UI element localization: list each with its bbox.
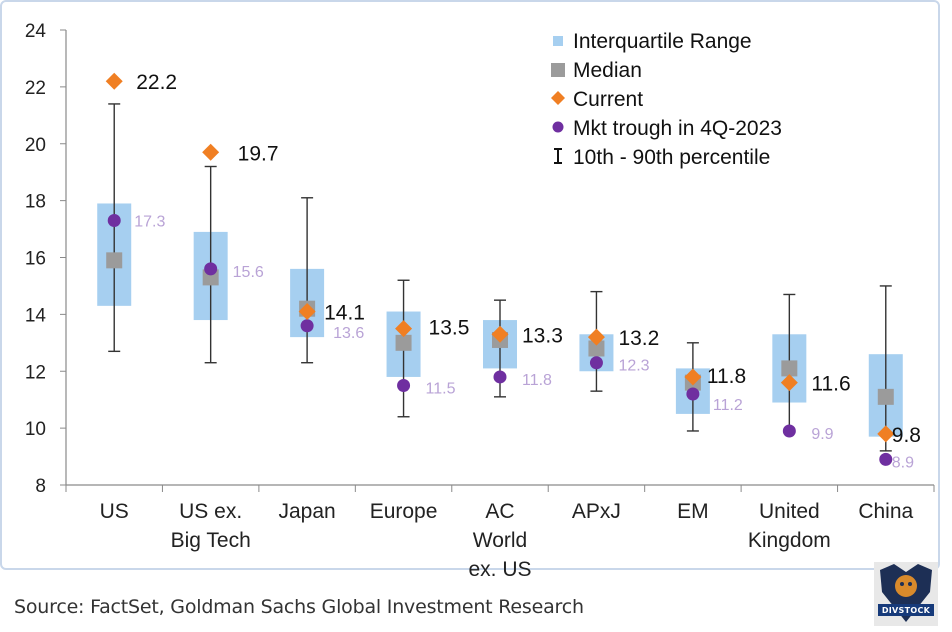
- current-marker: [105, 72, 123, 90]
- logo-text: DIVSTOCK: [881, 606, 931, 615]
- legend-median-swatch: [551, 63, 565, 77]
- current-value-label: 9.8: [892, 424, 921, 447]
- source-note: Source: FactSet, Goldman Sachs Global In…: [14, 596, 584, 618]
- trough-value-label: 11.5: [426, 380, 456, 397]
- y-tick-label: 18: [25, 192, 46, 213]
- current-value-label: 22.2: [136, 71, 177, 94]
- current-value-label: 11.8: [707, 365, 746, 388]
- trough-marker: [493, 370, 507, 384]
- trough-value-label: 15.6: [233, 264, 264, 281]
- category-label: World: [473, 529, 527, 552]
- category-label: China: [858, 500, 913, 523]
- current-marker: [298, 303, 316, 321]
- trough-value-label: 17.3: [134, 214, 165, 231]
- median-marker: [106, 252, 123, 269]
- current-marker: [780, 374, 798, 392]
- current-value-label: 11.6: [811, 373, 850, 396]
- legend-trough-swatch: [552, 121, 564, 133]
- chart-legend: Interquartile Range Median Current Mkt trou…: [551, 30, 782, 169]
- y-tick-label: 22: [25, 78, 46, 99]
- median-marker: [781, 360, 798, 377]
- median-marker: [877, 388, 894, 405]
- trough-value-label: 11.2: [713, 397, 743, 414]
- trough-marker: [686, 387, 700, 401]
- chart-frame: [0, 0, 940, 570]
- category-label: US ex.: [179, 500, 242, 523]
- legend-iqr-swatch: [553, 36, 563, 46]
- current-marker: [202, 143, 220, 161]
- y-tick-label: 16: [25, 249, 46, 270]
- current-value-label: 13.5: [429, 317, 470, 340]
- category-label: Kingdom: [748, 529, 831, 552]
- category-label: United: [759, 500, 820, 523]
- trough-marker: [397, 378, 411, 392]
- trough-value-label: 13.6: [333, 325, 364, 342]
- category-label: APxJ: [572, 500, 621, 523]
- category-label: ex. US: [468, 558, 531, 581]
- category-label: US: [100, 500, 129, 523]
- current-value-label: 19.7: [238, 142, 279, 165]
- trough-value-label: 12.3: [618, 358, 649, 375]
- trough-marker: [782, 424, 796, 438]
- y-tick-label: 20: [25, 135, 46, 156]
- trough-marker: [204, 262, 218, 276]
- trough-value-label: 8.9: [892, 454, 914, 471]
- legend-label: Current: [573, 88, 643, 111]
- trough-value-label: 11.8: [522, 372, 552, 389]
- current-marker: [491, 325, 509, 343]
- category-label: Europe: [370, 500, 438, 523]
- y-tick-label: 10: [25, 419, 46, 440]
- legend-current-swatch: [551, 91, 565, 105]
- current-value-label: 14.1: [324, 302, 365, 325]
- lion-shield-icon: [874, 562, 938, 626]
- current-marker: [587, 328, 605, 346]
- current-value-label: 13.3: [522, 324, 563, 347]
- current-marker: [877, 425, 895, 443]
- legend-label: 10th - 90th percentile: [573, 146, 770, 169]
- divstock-logo: DIVSTOCK: [874, 562, 938, 626]
- trough-marker: [589, 356, 603, 370]
- y-tick-label: 24: [25, 21, 47, 42]
- current-marker: [395, 320, 413, 338]
- legend-label: Mkt trough in 4Q-2023: [573, 117, 782, 140]
- y-tick-label: 12: [25, 362, 46, 383]
- trough-marker: [107, 214, 121, 228]
- trough-marker: [879, 452, 893, 466]
- legend-label: Interquartile Range: [573, 30, 752, 53]
- current-value-label: 13.2: [618, 327, 659, 350]
- category-label: AC: [485, 500, 514, 523]
- category-label: Big Tech: [171, 529, 251, 552]
- y-tick-label: 14: [25, 305, 47, 326]
- current-marker: [684, 368, 702, 386]
- median-marker: [395, 334, 412, 351]
- trough-value-label: 9.9: [811, 426, 833, 443]
- median-marker: [588, 340, 605, 357]
- category-label: Japan: [279, 500, 336, 523]
- category-label: EM: [677, 500, 709, 523]
- legend-label: Median: [573, 59, 642, 82]
- y-tick-label: 8: [35, 476, 46, 497]
- trough-marker: [300, 319, 314, 333]
